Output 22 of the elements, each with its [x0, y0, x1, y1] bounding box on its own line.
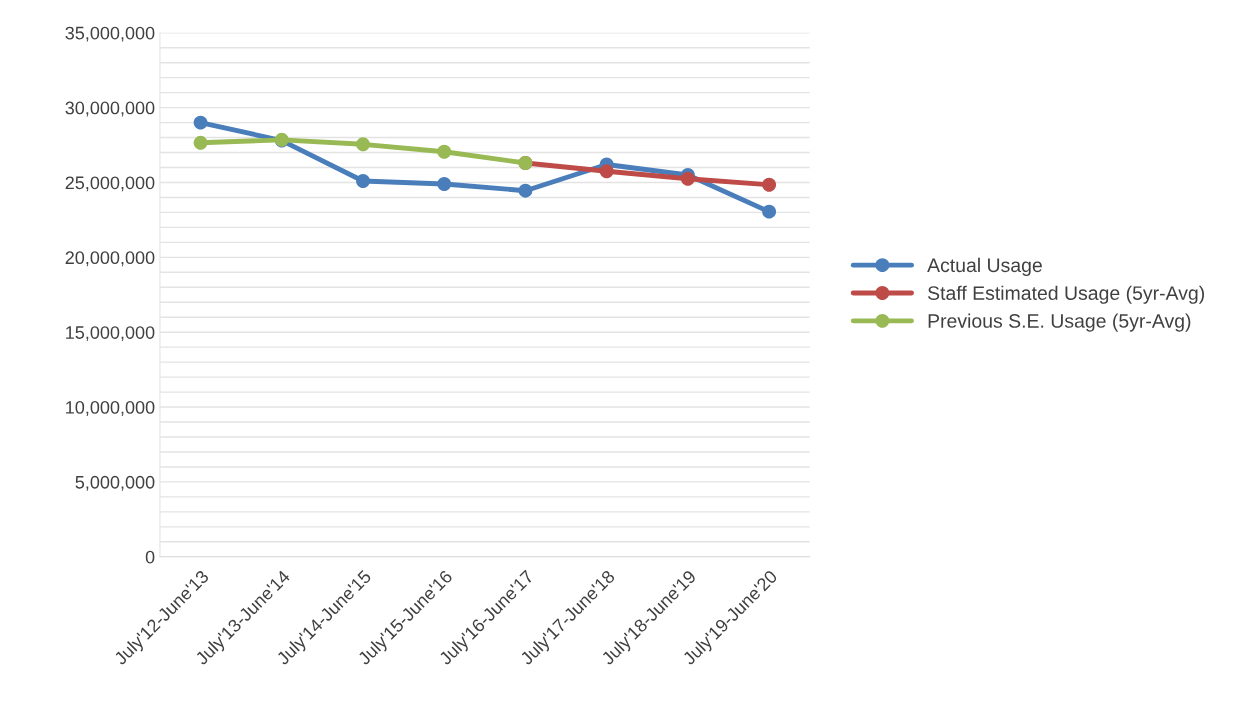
y-tick-label: 20,000,000	[65, 251, 155, 267]
point	[680, 171, 695, 186]
point	[193, 135, 208, 150]
point	[356, 137, 370, 152]
y-tick-label: 15,000,000	[66, 326, 155, 342]
legend-label: Previous S.E. Usage (5yr-Avg)	[928, 313, 1191, 332]
point	[356, 174, 370, 188]
point	[437, 177, 452, 191]
y-tick-label: 35,000,000	[65, 26, 155, 42]
y-tick-label: 5,000,000	[75, 475, 155, 491]
legend-label: Actual Usage	[927, 257, 1042, 276]
point	[193, 115, 208, 130]
y-tick-label: 25,000,000	[65, 176, 155, 192]
point	[762, 177, 777, 192]
point	[599, 164, 614, 179]
point	[437, 144, 452, 159]
point	[762, 204, 777, 219]
point	[518, 183, 533, 198]
y-tick-label: 0	[145, 550, 155, 564]
legend-label: Staff Estimated Usage (5yr-Avg)	[927, 285, 1205, 304]
y-tick-label: 30,000,000	[65, 101, 155, 117]
y-tick-label: 10,000,000	[66, 400, 155, 416]
